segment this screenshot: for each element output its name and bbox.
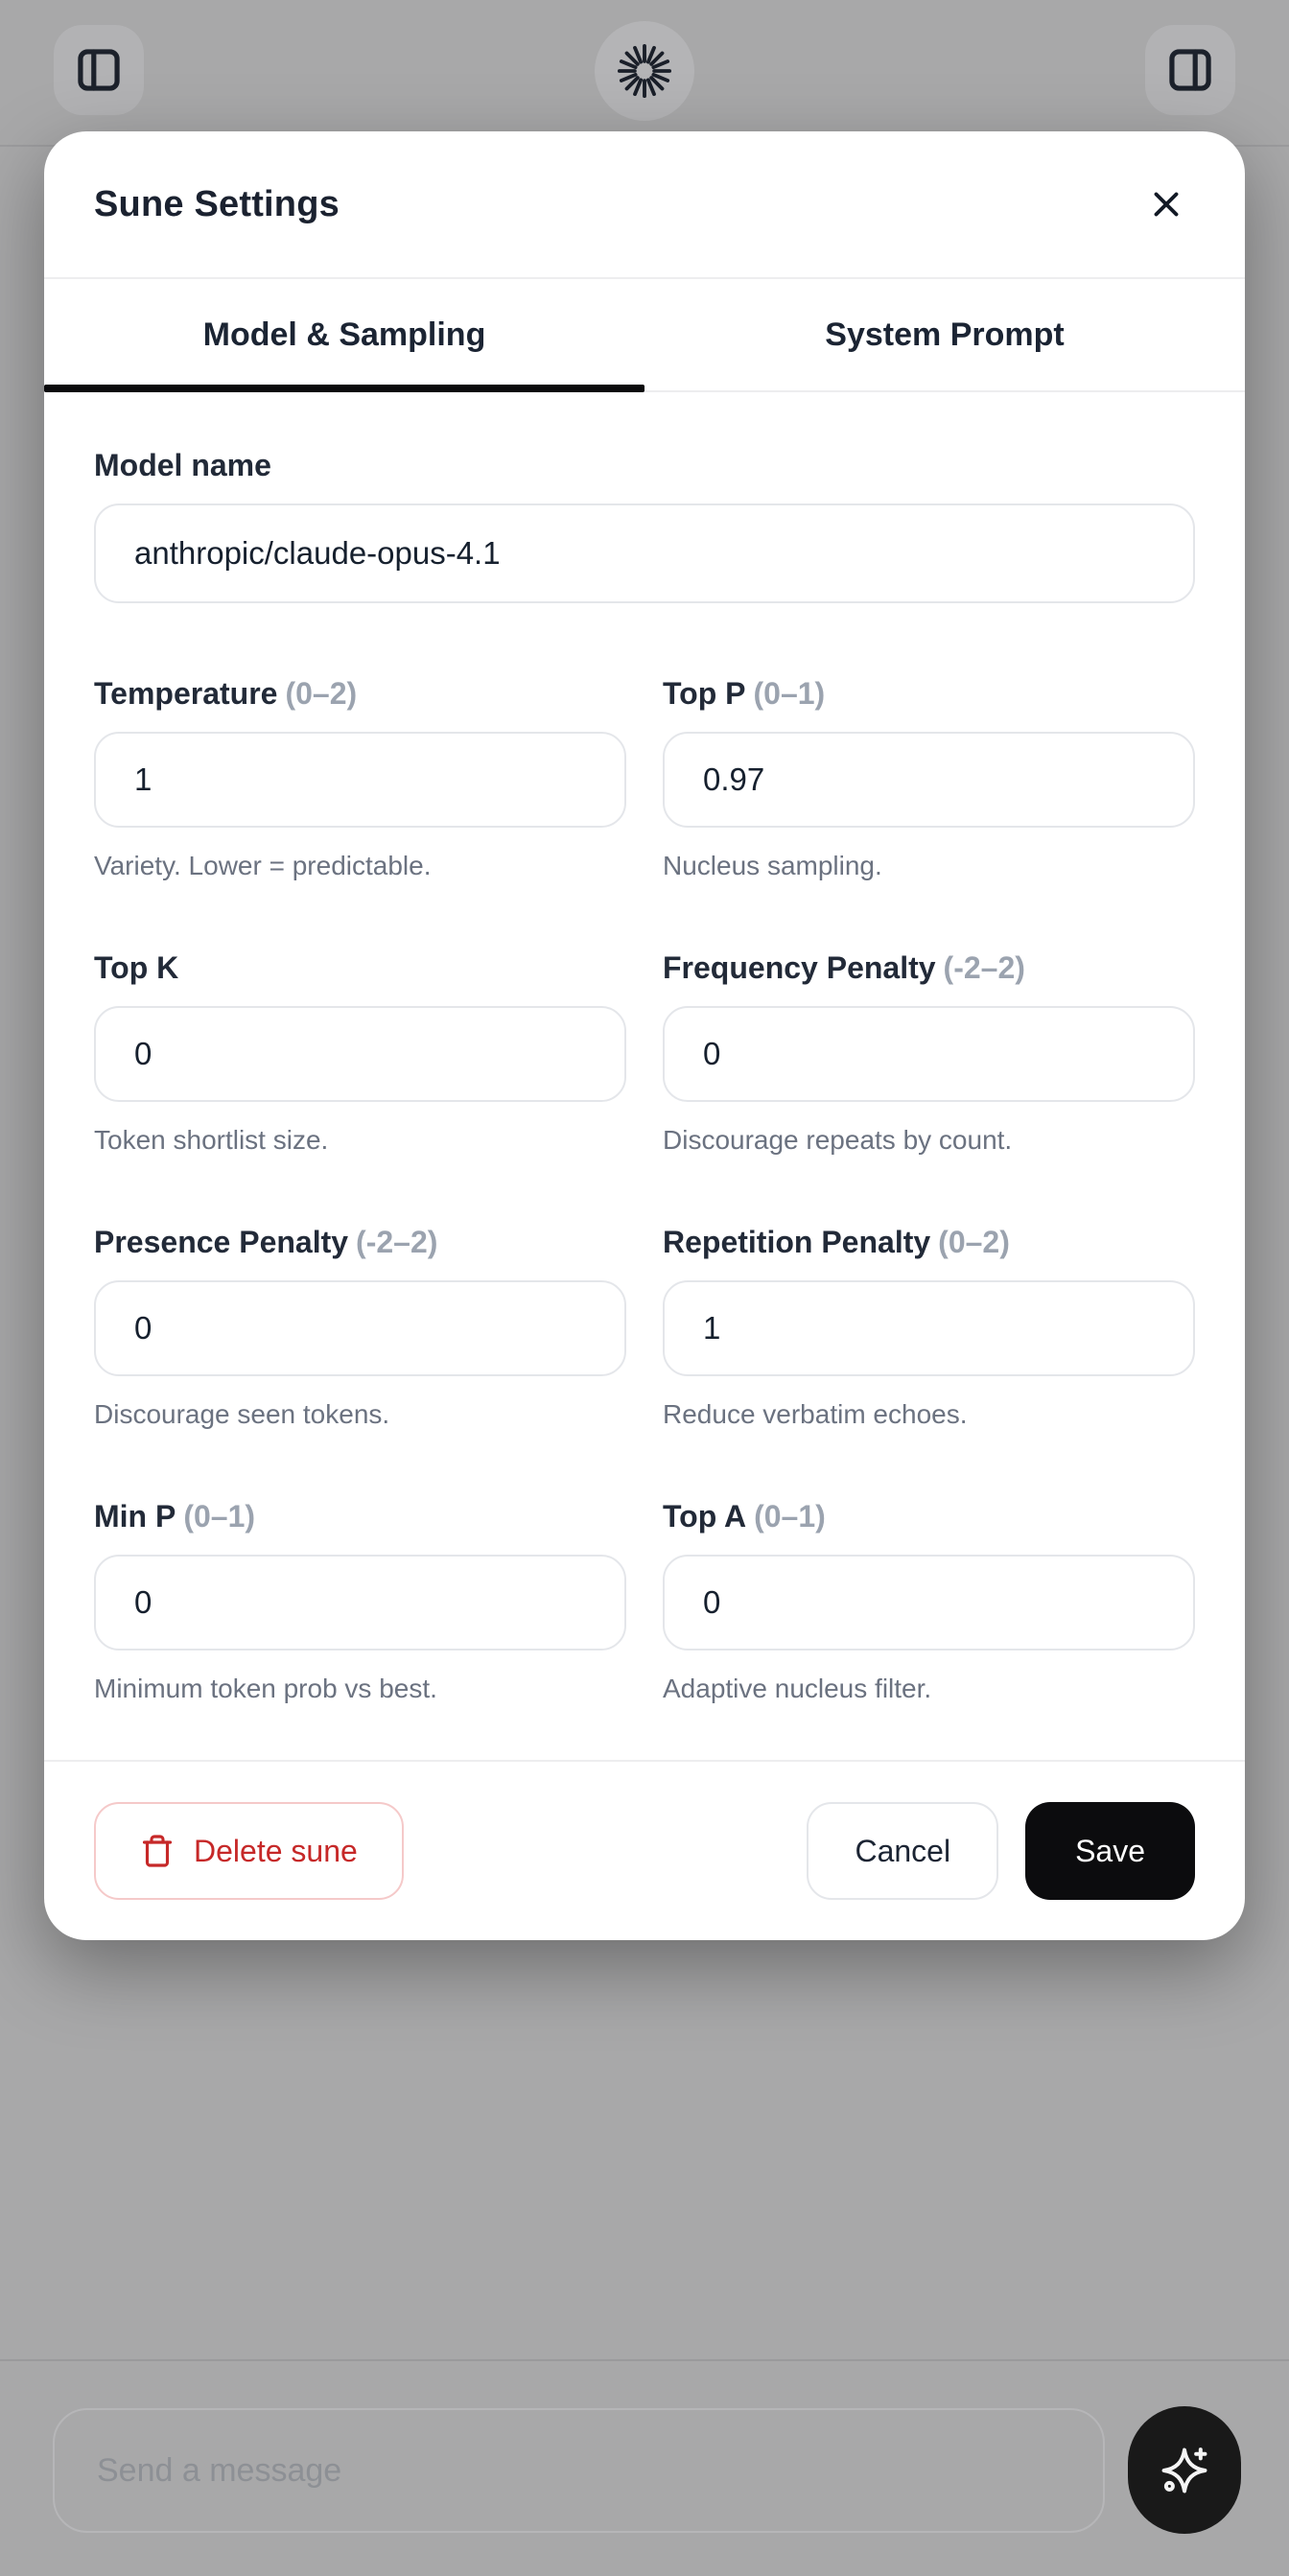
model-name-input[interactable] bbox=[94, 503, 1195, 603]
top-k-help: Token shortlist size. bbox=[94, 1125, 329, 1155]
dialog-header: Sune Settings bbox=[44, 131, 1245, 279]
sune-settings-dialog: Sune Settings Model & Sampling System Pr… bbox=[44, 131, 1245, 1940]
temperature-range-hint: (0–2) bbox=[285, 676, 358, 711]
frequency-penalty-label: Frequency Penalty bbox=[663, 950, 936, 985]
tab-model-sampling[interactable]: Model & Sampling bbox=[44, 279, 644, 392]
repetition-penalty-input[interactable] bbox=[663, 1280, 1195, 1376]
tab-panel-model-sampling: Model name Temperature(0–2) Variety. Low… bbox=[44, 392, 1245, 1760]
settings-tabs: Model & Sampling System Prompt bbox=[44, 279, 1245, 392]
toggle-right-sidebar-button[interactable] bbox=[1145, 25, 1235, 115]
tab-system-prompt[interactable]: System Prompt bbox=[644, 279, 1245, 390]
top-a-input[interactable] bbox=[663, 1555, 1195, 1651]
delete-sune-button[interactable]: Delete sune bbox=[94, 1802, 404, 1900]
repetition-penalty-help: Reduce verbatim echoes. bbox=[663, 1399, 968, 1429]
presence-penalty-label: Presence Penalty bbox=[94, 1225, 349, 1259]
presence-penalty-help: Discourage seen tokens. bbox=[94, 1399, 390, 1429]
min-p-range-hint: (0–1) bbox=[183, 1499, 256, 1534]
presence-penalty-range-hint: (-2–2) bbox=[356, 1225, 438, 1259]
sparkles-icon bbox=[1158, 2444, 1211, 2497]
frequency-penalty-input[interactable] bbox=[663, 1006, 1195, 1102]
sparkle-send-button[interactable] bbox=[1128, 2406, 1241, 2534]
cancel-button[interactable]: Cancel bbox=[807, 1802, 999, 1900]
param-field-top-a: Top A(0–1) Adaptive nucleus filter. bbox=[663, 1497, 1195, 1706]
delete-sune-label: Delete sune bbox=[194, 1833, 358, 1868]
top-a-help: Adaptive nucleus filter. bbox=[663, 1674, 932, 1703]
toggle-left-sidebar-button[interactable] bbox=[54, 25, 144, 115]
top-p-range-hint: (0–1) bbox=[753, 676, 826, 711]
frequency-penalty-range-hint: (-2–2) bbox=[943, 950, 1025, 985]
app-logo-button[interactable] bbox=[595, 21, 694, 121]
param-field-temperature: Temperature(0–2) Variety. Lower = predic… bbox=[94, 674, 626, 883]
top-k-input[interactable] bbox=[94, 1006, 626, 1102]
min-p-input[interactable] bbox=[94, 1555, 626, 1651]
param-field-min-p: Min P(0–1) Minimum token prob vs best. bbox=[94, 1497, 626, 1706]
temperature-label: Temperature bbox=[94, 676, 278, 711]
panel-right-icon bbox=[1165, 45, 1215, 95]
param-field-presence-penalty: Presence Penalty(-2–2) Discourage seen t… bbox=[94, 1223, 626, 1432]
composer-top-divider bbox=[0, 2359, 1289, 2361]
repetition-penalty-range-hint: (0–2) bbox=[938, 1225, 1010, 1259]
top-p-input[interactable] bbox=[663, 732, 1195, 828]
param-field-frequency-penalty: Frequency Penalty(-2–2) Discourage repea… bbox=[663, 948, 1195, 1158]
model-name-field: Model name bbox=[94, 446, 1195, 603]
param-field-top-p: Top P(0–1) Nucleus sampling. bbox=[663, 674, 1195, 883]
dialog-title: Sune Settings bbox=[94, 183, 340, 224]
param-field-top-k: Top K Token shortlist size. bbox=[94, 948, 626, 1158]
temperature-input[interactable] bbox=[94, 732, 626, 828]
repetition-penalty-label: Repetition Penalty bbox=[663, 1225, 931, 1259]
save-button[interactable]: Save bbox=[1025, 1802, 1195, 1900]
close-button[interactable] bbox=[1137, 176, 1195, 233]
top-k-label: Top K bbox=[94, 950, 179, 985]
panel-left-icon bbox=[74, 45, 124, 95]
starburst-icon bbox=[617, 43, 672, 99]
frequency-penalty-help: Discourage repeats by count. bbox=[663, 1125, 1013, 1155]
top-a-range-hint: (0–1) bbox=[754, 1499, 826, 1534]
min-p-label: Min P bbox=[94, 1499, 176, 1534]
min-p-help: Minimum token prob vs best. bbox=[94, 1674, 437, 1703]
close-icon bbox=[1146, 184, 1186, 224]
top-p-help: Nucleus sampling. bbox=[663, 851, 882, 880]
model-name-label: Model name bbox=[94, 448, 271, 482]
message-input[interactable] bbox=[53, 2408, 1105, 2533]
trash-icon bbox=[140, 1833, 175, 1869]
param-field-repetition-penalty: Repetition Penalty(0–2) Reduce verbatim … bbox=[663, 1223, 1195, 1432]
temperature-help: Variety. Lower = predictable. bbox=[94, 851, 432, 880]
top-p-label: Top P bbox=[663, 676, 746, 711]
top-a-label: Top A bbox=[663, 1499, 747, 1534]
sampling-parameters-grid: Temperature(0–2) Variety. Lower = predic… bbox=[94, 674, 1195, 1706]
dialog-footer: Delete sune Cancel Save bbox=[44, 1760, 1245, 1940]
presence-penalty-input[interactable] bbox=[94, 1280, 626, 1376]
